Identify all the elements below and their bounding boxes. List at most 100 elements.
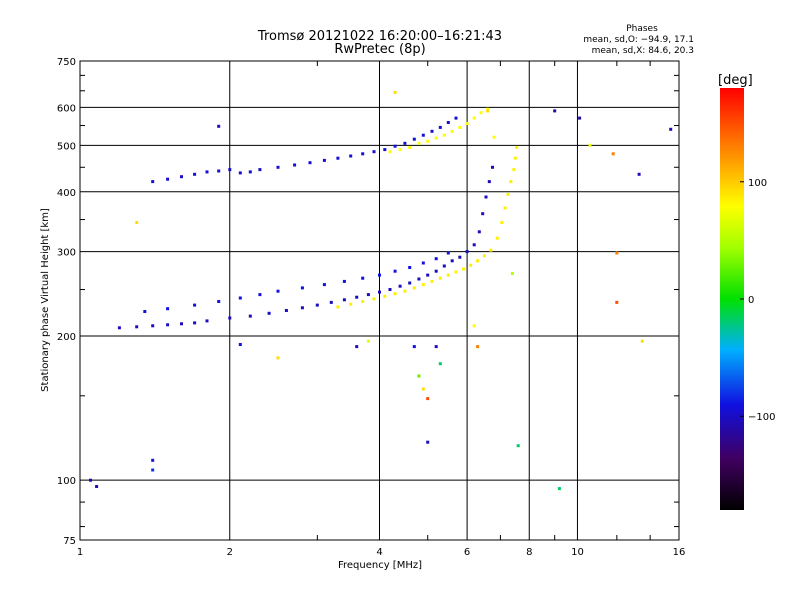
x-tick-label: 8	[526, 547, 532, 558]
x-axis-label: Frequency [MHz]	[338, 560, 422, 571]
data-point	[361, 152, 365, 156]
data-point	[438, 125, 442, 129]
data-point	[361, 276, 365, 280]
data-point	[408, 281, 412, 285]
data-point	[512, 168, 516, 172]
data-point	[578, 116, 582, 120]
data-point	[248, 314, 252, 318]
data-point	[217, 300, 221, 303]
x-tick-label: 16	[673, 547, 686, 558]
data-point	[412, 286, 416, 290]
data-point	[151, 324, 155, 328]
data-point	[438, 362, 442, 366]
data-point	[611, 152, 615, 156]
data-point	[557, 487, 561, 491]
phase-stats-o: mean, sd,O: −94.9, 17.1	[583, 35, 694, 45]
data-point	[469, 263, 473, 267]
data-point	[388, 150, 392, 154]
data-point	[238, 171, 242, 175]
y-tick-label: 100	[57, 476, 76, 487]
data-point	[89, 478, 92, 482]
axes: 1 2 4 6 8 10 16 75 100 200 300 400 500 600 750	[57, 57, 685, 558]
data-point	[205, 319, 209, 323]
data-point	[495, 236, 499, 240]
phase-stats-x: mean, sd,X: 84.6, 20.3	[592, 46, 694, 56]
data-point	[417, 141, 421, 145]
data-point	[355, 295, 359, 299]
data-point	[472, 324, 476, 328]
data-point	[486, 107, 490, 111]
data-point	[366, 339, 370, 343]
data-point	[503, 206, 507, 210]
data-point	[393, 144, 397, 148]
data-point	[393, 292, 397, 296]
x-tick-label: 4	[376, 547, 382, 558]
data-point	[378, 290, 381, 294]
data-point	[180, 322, 183, 326]
data-point	[442, 264, 446, 268]
chart-title: Tromsø 20121022 16:20:00–16:21:43	[257, 29, 502, 44]
data-point	[481, 212, 485, 216]
data-point	[450, 129, 454, 133]
data-point	[238, 343, 242, 346]
colorbar-tick-label: 0	[748, 295, 754, 306]
data-point	[588, 143, 592, 147]
data-point	[193, 303, 197, 307]
data-point	[438, 276, 442, 280]
data-point	[426, 440, 430, 444]
data-point	[426, 273, 430, 277]
data-point	[95, 485, 99, 488]
data-point	[117, 326, 121, 330]
data-point	[489, 248, 493, 252]
data-point	[553, 109, 557, 113]
data-point	[248, 170, 252, 174]
data-point	[378, 273, 381, 277]
data-point	[322, 158, 326, 162]
data-point	[342, 298, 346, 302]
data-point	[349, 154, 353, 158]
data-point	[516, 444, 520, 448]
data-point	[491, 165, 494, 169]
data-point	[151, 180, 155, 184]
data-point	[205, 170, 209, 174]
y-tick-label: 600	[57, 103, 76, 114]
data-point	[450, 259, 454, 263]
data-point	[513, 156, 517, 160]
data-point	[417, 277, 421, 281]
y-axis-label: Stationary phase Virtual Height [km]	[40, 208, 51, 392]
data-point	[426, 397, 430, 401]
data-point	[372, 150, 376, 154]
data-point	[284, 309, 288, 312]
x-tick-label: 6	[464, 547, 470, 558]
data-point	[412, 345, 416, 349]
data-point	[276, 165, 280, 169]
data-point	[472, 243, 476, 247]
data-point	[372, 297, 376, 301]
data-point	[193, 321, 197, 325]
plot-frame	[79, 60, 680, 541]
data-point	[276, 289, 280, 293]
data-point	[506, 192, 510, 196]
data-point	[342, 279, 346, 283]
data-point	[408, 145, 412, 149]
data-point	[434, 269, 438, 273]
data-point	[151, 468, 155, 472]
data-point	[492, 135, 496, 139]
data-point	[217, 124, 221, 128]
data-point	[515, 145, 519, 149]
y-tick-label: 400	[57, 188, 76, 199]
data-point	[465, 122, 469, 126]
data-point	[476, 259, 480, 263]
data-point	[446, 273, 450, 277]
data-point	[500, 221, 504, 224]
y-tick-label: 200	[57, 332, 76, 343]
data-point	[462, 267, 465, 271]
data-point	[180, 175, 183, 179]
data-point	[482, 254, 486, 258]
data-point	[300, 286, 304, 290]
chart-subtitle: RwPretec (8p)	[334, 42, 425, 57]
data-point	[509, 180, 513, 184]
data-point	[476, 345, 480, 349]
data-point	[336, 305, 340, 309]
